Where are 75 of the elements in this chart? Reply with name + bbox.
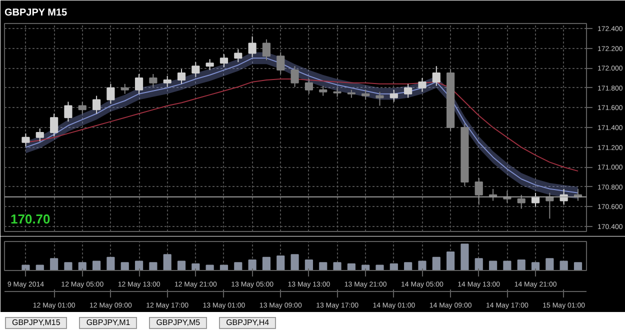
candlestick xyxy=(36,128,44,142)
candlestick xyxy=(234,48,242,63)
candlestick xyxy=(319,85,328,96)
candlestick xyxy=(220,54,228,68)
candlestick xyxy=(432,66,440,86)
bar xyxy=(560,260,568,270)
bar xyxy=(333,262,342,270)
bar xyxy=(418,260,426,270)
bar xyxy=(149,262,158,270)
bar xyxy=(290,254,299,270)
candlestick xyxy=(120,83,129,94)
bar xyxy=(376,264,384,270)
bar xyxy=(432,256,440,270)
bar xyxy=(460,244,469,270)
candlestick xyxy=(192,62,200,78)
bar xyxy=(319,262,328,270)
bar xyxy=(50,258,58,270)
bar xyxy=(78,262,86,270)
bar xyxy=(517,259,526,270)
bar xyxy=(262,256,271,270)
candlestick xyxy=(92,95,101,114)
chart-title: GBPJPY M15 xyxy=(4,8,68,18)
text: GBPJPY,H4 xyxy=(226,318,270,328)
candlestick xyxy=(134,74,144,94)
bar xyxy=(574,262,582,270)
bar xyxy=(177,260,186,270)
bar xyxy=(92,260,101,270)
bar xyxy=(390,263,398,270)
candlestick xyxy=(362,89,370,100)
candlestick xyxy=(304,78,313,94)
bar xyxy=(64,262,72,270)
bar xyxy=(22,264,30,270)
candlestick xyxy=(404,83,412,98)
bar xyxy=(531,262,540,270)
candlestick xyxy=(376,91,384,106)
bar xyxy=(362,264,370,270)
bar xyxy=(489,260,498,270)
candlestick xyxy=(474,178,483,206)
bar xyxy=(446,252,455,270)
bar xyxy=(248,259,256,270)
bar xyxy=(36,264,44,270)
candlestick xyxy=(276,52,285,75)
candlestick xyxy=(390,89,398,102)
candlestick xyxy=(418,77,426,92)
bar xyxy=(234,262,242,270)
candlestick xyxy=(517,194,526,210)
candlestick xyxy=(22,132,30,147)
annotation: 170.70 xyxy=(10,212,50,226)
bar xyxy=(404,262,412,270)
bar xyxy=(276,256,285,270)
bar xyxy=(134,260,144,270)
candlestick xyxy=(64,101,72,122)
bar xyxy=(206,264,214,270)
candlestick xyxy=(50,113,58,137)
bar xyxy=(503,260,512,270)
candlestick xyxy=(149,74,158,88)
candlestick xyxy=(262,38,271,61)
candlestick xyxy=(206,58,214,71)
text: GBPJPY,M1 xyxy=(86,318,130,328)
bar xyxy=(304,259,313,270)
bar xyxy=(474,258,483,270)
text: GBPJPY,M5 xyxy=(156,318,200,328)
candlestick xyxy=(163,75,172,88)
text: GBPJPY,M15 xyxy=(12,318,60,328)
bar xyxy=(220,264,228,270)
bar xyxy=(106,256,115,270)
bar xyxy=(120,262,129,270)
bar xyxy=(546,258,554,270)
bar xyxy=(347,263,356,270)
bar xyxy=(163,254,172,270)
candlestick xyxy=(106,83,115,104)
candlestick xyxy=(78,101,86,114)
candlestick xyxy=(177,68,186,84)
candlestick xyxy=(290,66,299,88)
candlestick xyxy=(248,36,256,58)
